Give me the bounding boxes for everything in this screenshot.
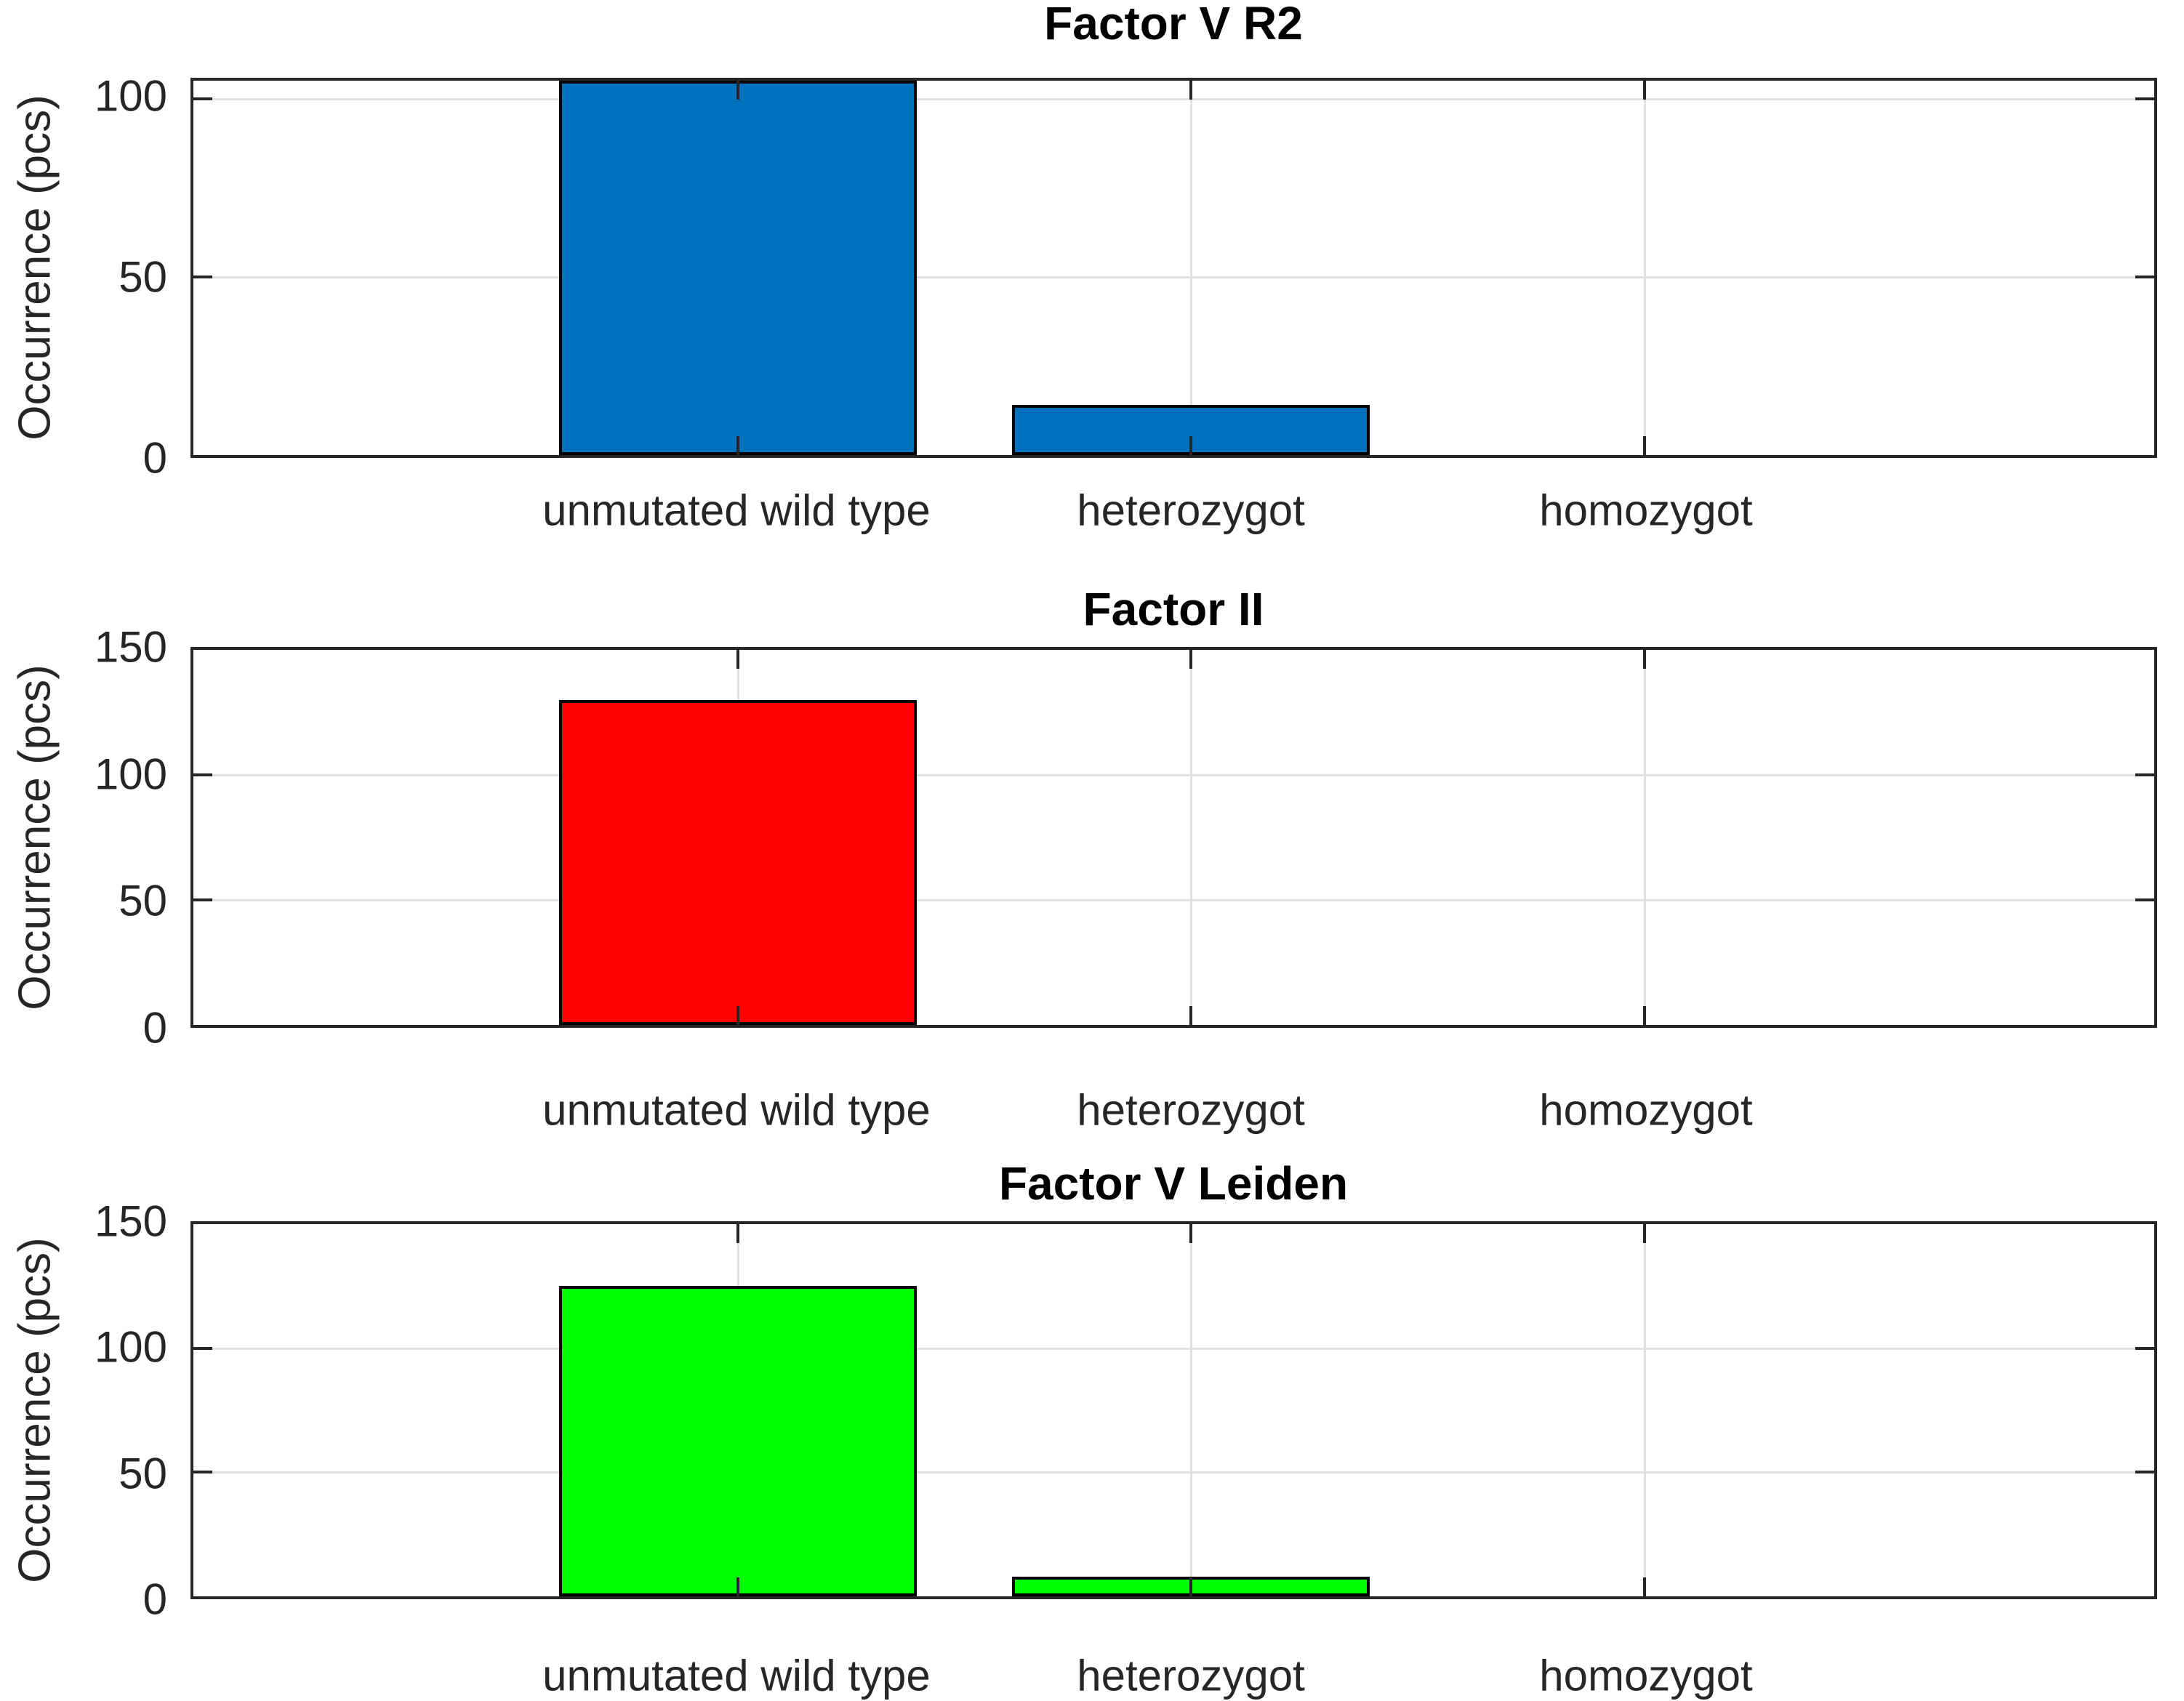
- y-axis-label: Occurrence (pcs): [9, 1237, 60, 1583]
- x-gridline: [1189, 81, 1192, 455]
- x-tick-mark: [736, 650, 739, 669]
- x-gridline: [1644, 650, 1647, 1025]
- x-tick-mark: [736, 1224, 739, 1243]
- y-tick-mark: [2135, 1346, 2154, 1350]
- x-gridline: [1644, 1224, 1647, 1596]
- x-tick-mark: [1189, 650, 1192, 669]
- x-tick-mark: [1189, 1006, 1192, 1025]
- x-tick-label: heterozygot: [1077, 1085, 1305, 1135]
- x-tick-mark: [1643, 81, 1647, 100]
- x-tick-label: unmutated wild type: [542, 486, 931, 535]
- y-tick-mark: [2135, 1471, 2154, 1474]
- y-tick-mark: [193, 275, 212, 278]
- y-tick-label: 100: [94, 749, 167, 799]
- y-tick-mark: [193, 1471, 212, 1474]
- y-tick-mark: [193, 1346, 212, 1350]
- x-tick-mark: [1643, 650, 1647, 669]
- x-tick-mark: [1189, 1577, 1192, 1596]
- y-gridline: [193, 773, 2154, 776]
- bar-unmutated-wild-type: [558, 1286, 917, 1596]
- x-tick-label: homozygot: [1539, 486, 1753, 535]
- y-tick-mark: [2135, 275, 2154, 278]
- x-gridline: [1644, 81, 1647, 455]
- bar-unmutated-wild-type: [558, 699, 917, 1025]
- x-tick-mark: [736, 1006, 739, 1025]
- x-tick-label: homozygot: [1539, 1085, 1753, 1135]
- x-tick-label: heterozygot: [1077, 1651, 1305, 1700]
- y-tick-label: 0: [142, 1003, 167, 1053]
- y-tick-label: 0: [142, 433, 167, 483]
- x-tick-label: unmutated wild type: [542, 1651, 931, 1700]
- y-gridline: [193, 898, 2154, 901]
- x-tick-mark: [1643, 1006, 1647, 1025]
- x-tick-mark: [736, 81, 739, 100]
- y-tick-mark: [2135, 97, 2154, 100]
- y-tick-label: 50: [119, 876, 167, 925]
- y-tick-label: 100: [94, 71, 167, 121]
- x-gridline: [1189, 650, 1192, 1025]
- y-tick-mark: [193, 773, 212, 776]
- x-tick-mark: [1643, 436, 1647, 455]
- y-gridline: [193, 1471, 2154, 1474]
- x-gridline: [1189, 1224, 1192, 1596]
- y-tick-mark: [193, 898, 212, 901]
- x-tick-mark: [1189, 436, 1192, 455]
- y-tick-label: 50: [119, 252, 167, 302]
- x-tick-label: unmutated wild type: [542, 1085, 931, 1135]
- x-tick-label: homozygot: [1539, 1651, 1753, 1700]
- y-tick-label: 50: [119, 1449, 167, 1498]
- x-tick-mark: [736, 1577, 739, 1596]
- x-tick-label: heterozygot: [1077, 486, 1305, 535]
- x-tick-mark: [1189, 1224, 1192, 1243]
- bar-unmutated-wild-type: [558, 81, 917, 455]
- x-tick-mark: [1643, 1224, 1647, 1243]
- y-tick-mark: [2135, 898, 2154, 901]
- plot-area: [190, 1221, 2157, 1599]
- y-tick-label: 150: [94, 1197, 167, 1246]
- plot-area: [190, 647, 2157, 1028]
- y-tick-label: 150: [94, 622, 167, 672]
- x-tick-mark: [1643, 1577, 1647, 1596]
- chart-title: Factor II: [1083, 583, 1264, 635]
- y-tick-label: 0: [142, 1575, 167, 1624]
- y-gridline: [193, 276, 2154, 278]
- y-tick-mark: [2135, 773, 2154, 776]
- plot-area: [190, 78, 2157, 458]
- chart-title: Factor V R2: [1044, 0, 1303, 49]
- y-axis-label: Occurrence (pcs): [9, 664, 60, 1010]
- x-tick-mark: [736, 436, 739, 455]
- y-gridline: [193, 97, 2154, 100]
- y-gridline: [193, 1347, 2154, 1350]
- chart-title: Factor V Leiden: [998, 1157, 1349, 1210]
- x-tick-mark: [1189, 81, 1192, 100]
- y-tick-mark: [193, 97, 212, 100]
- y-tick-label: 100: [94, 1322, 167, 1372]
